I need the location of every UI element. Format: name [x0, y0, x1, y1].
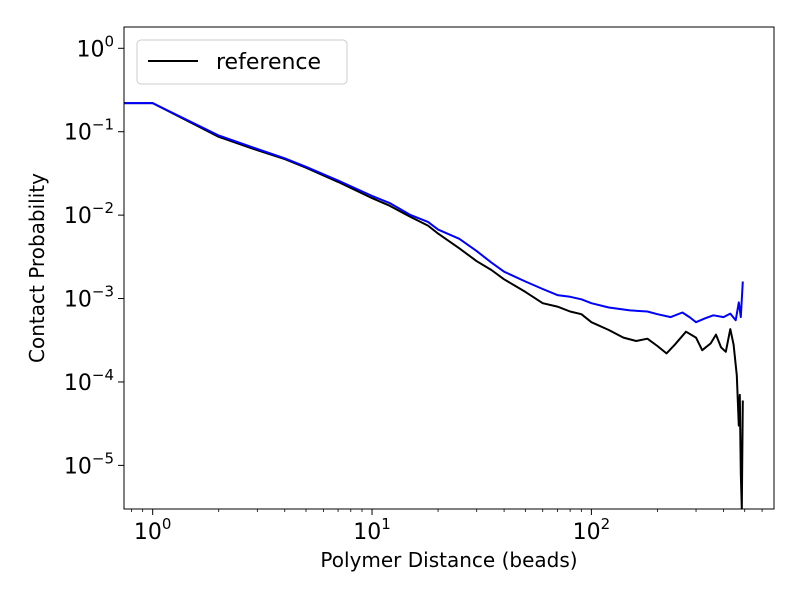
y-tick-label: 10−4	[64, 366, 114, 396]
legend-label-reference: reference	[216, 50, 321, 75]
y-tick-label: 10−5	[64, 449, 114, 479]
y-axis-label: Contact Probability	[25, 173, 49, 363]
y-tick-label: 10−1	[64, 116, 114, 146]
legend-box	[136, 39, 348, 85]
ticks-layer: 100 101 102 100 10−1 10−2 10−3 10−4 10−5	[64, 32, 763, 545]
legend: reference	[136, 39, 348, 85]
y-tick-label: 100	[76, 32, 114, 62]
series-line-reference	[124, 102, 744, 509]
x-axis-label: Polymer Distance (beads)	[320, 548, 577, 572]
series-layer	[124, 102, 744, 509]
x-tick-label: 100	[134, 515, 172, 545]
x-tick-label: 102	[573, 515, 611, 545]
series-line-2	[124, 102, 744, 324]
axes-frame	[123, 26, 775, 510]
x-tick-label: 101	[353, 515, 391, 545]
y-tick-label: 10−2	[64, 199, 114, 229]
y-tick-label: 10−3	[64, 283, 114, 313]
